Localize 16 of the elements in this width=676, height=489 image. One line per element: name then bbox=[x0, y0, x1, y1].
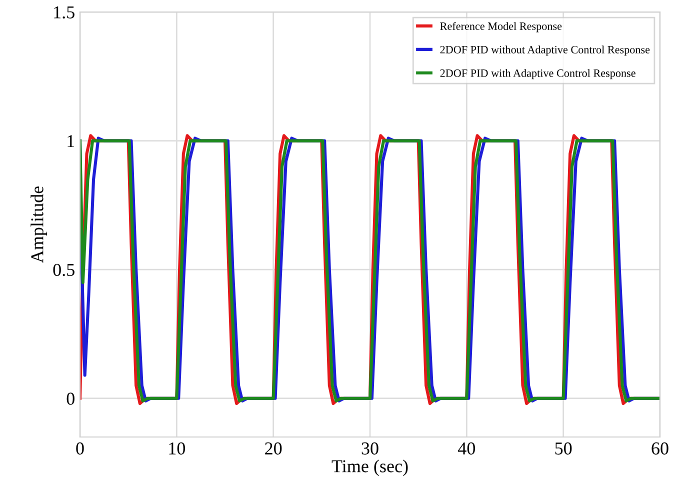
legend-label: Reference Model Response bbox=[440, 22, 562, 32]
x-axis-title: Time (sec) bbox=[332, 460, 408, 476]
legend-label: 2DOF PID with Adaptive Control Response bbox=[440, 69, 636, 80]
legend-label: 2DOF PID without Adaptive Control Response bbox=[440, 46, 650, 56]
x-tick-label: 50 bbox=[555, 442, 572, 455]
y-axis-title: Amplitude bbox=[30, 186, 48, 263]
y-tick-label: 1 bbox=[68, 135, 74, 148]
x-tick-label: 20 bbox=[265, 442, 282, 455]
x-tick-label: 60 bbox=[652, 442, 668, 455]
x-tick-label: 0 bbox=[76, 442, 84, 455]
x-tick-label: 40 bbox=[458, 442, 476, 455]
y-tick-label: 0 bbox=[66, 392, 74, 405]
y-tick-label: 0.5 bbox=[53, 264, 74, 276]
x-tick-label: 30 bbox=[362, 442, 378, 455]
y-tick-label: 1.5 bbox=[54, 6, 74, 19]
x-tick-label: 10 bbox=[169, 442, 186, 455]
